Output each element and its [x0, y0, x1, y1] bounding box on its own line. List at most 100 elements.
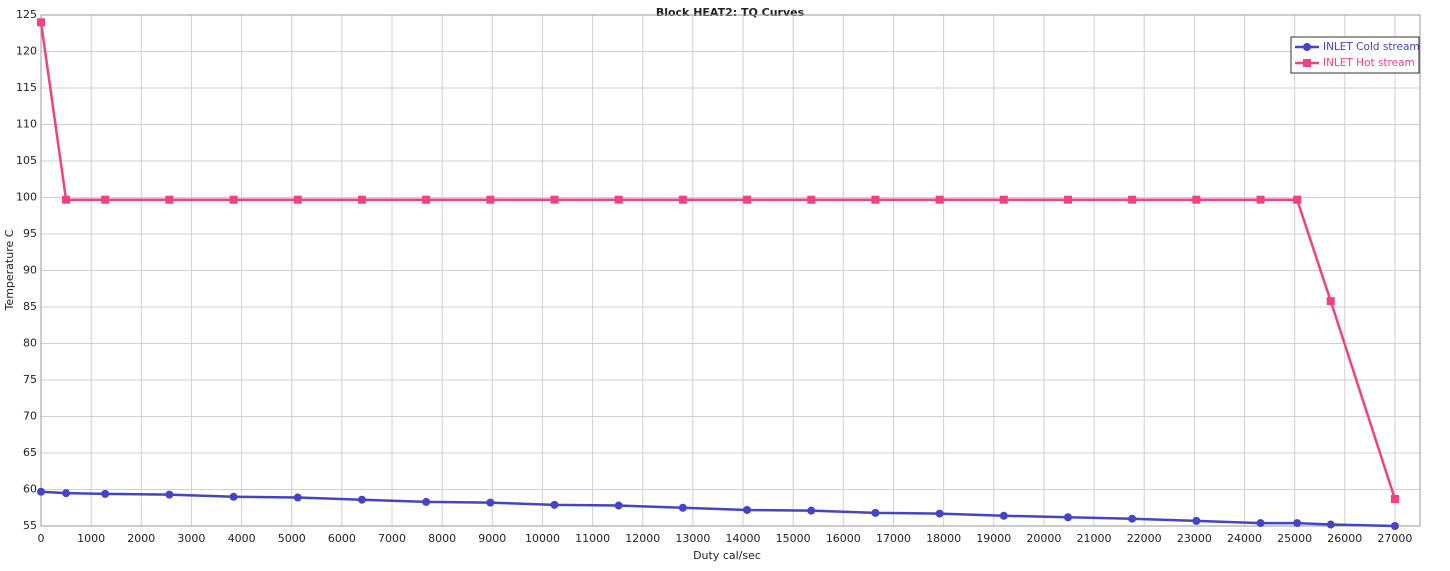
point [486, 498, 495, 507]
point [678, 195, 687, 204]
point [614, 195, 623, 204]
point [999, 195, 1008, 204]
y-tick-label: 90 [23, 264, 37, 277]
point [1293, 519, 1302, 528]
y-tick-label: 115 [16, 81, 37, 94]
point [1326, 520, 1335, 529]
point [550, 195, 559, 204]
chart-title: Block HEAT2: TQ Curves [656, 6, 805, 19]
x-tick-label: 5000 [278, 532, 306, 545]
legend-label: INLET Hot stream [1323, 57, 1415, 69]
x-tick-label: 7000 [378, 532, 406, 545]
point [999, 511, 1008, 520]
x-tick-label: 2000 [127, 532, 155, 545]
y-tick-label: 70 [23, 410, 37, 423]
point [422, 497, 431, 506]
point [1192, 195, 1201, 204]
legend-box [1290, 36, 1420, 74]
x-tick-label: 10000 [525, 532, 560, 545]
y-axis-label: Temperature C [3, 229, 16, 311]
y-tick-label: 120 [16, 45, 37, 58]
point [935, 195, 944, 204]
point [1063, 513, 1072, 522]
point [486, 195, 495, 204]
point [550, 500, 559, 509]
y-tick-label: 60 [23, 483, 37, 496]
series-line [39, 22, 1397, 500]
point [165, 195, 174, 204]
legend-marker [1303, 43, 1311, 51]
point [1293, 195, 1302, 204]
x-tick-label: 16000 [826, 532, 861, 545]
point [62, 195, 71, 204]
point [678, 503, 687, 512]
x-tick-label: 17000 [876, 532, 911, 545]
x-tick-label: 26000 [1327, 532, 1362, 545]
y-tick-label: 95 [23, 227, 37, 240]
point [871, 195, 880, 204]
y-tick-label: 85 [23, 300, 37, 313]
x-tick-label: 3000 [177, 532, 205, 545]
x-tick-label: 12000 [625, 532, 660, 545]
x-tick-label: 19000 [976, 532, 1011, 545]
point [935, 509, 944, 518]
y-tick-label: 105 [16, 154, 37, 167]
x-tick-label: 1000 [77, 532, 105, 545]
point [229, 492, 238, 501]
point [1063, 195, 1072, 204]
point [1326, 297, 1335, 306]
point [614, 501, 623, 510]
point [743, 195, 752, 204]
x-tick-label: 11000 [575, 532, 610, 545]
point [743, 505, 752, 514]
point [101, 195, 110, 204]
point [1256, 195, 1265, 204]
x-tick-label: 24000 [1227, 532, 1262, 545]
point [1128, 195, 1137, 204]
x-tick-label: 18000 [926, 532, 961, 545]
point [1390, 494, 1399, 503]
x-tick-label: 15000 [776, 532, 811, 545]
point [165, 490, 174, 499]
y-tick-label: 80 [23, 337, 37, 350]
point [62, 489, 71, 498]
point [37, 487, 45, 496]
point [229, 195, 238, 204]
legend: INLET Cold stream INLET Hot stream [1290, 36, 1420, 74]
point [357, 195, 366, 204]
x-tick-label: 13000 [675, 532, 710, 545]
point [293, 493, 302, 502]
y-tick-label: 65 [23, 446, 37, 459]
x-tick-label: 22000 [1127, 532, 1162, 545]
y-tick-label: 100 [16, 191, 37, 204]
x-tick-label: 23000 [1177, 532, 1212, 545]
y-tick-label: 55 [23, 519, 37, 532]
point [1390, 522, 1399, 530]
x-tick-label: 0 [38, 532, 45, 545]
x-axis-label: Duty cal/sec [693, 549, 761, 562]
point [1192, 516, 1201, 525]
legend-marker [1303, 59, 1311, 67]
plot-frame [40, 14, 1421, 527]
point [293, 195, 302, 204]
x-tick-label: 21000 [1077, 532, 1112, 545]
y-tick-label: 110 [16, 118, 37, 131]
x-tick-label: 27000 [1377, 532, 1412, 545]
point [1128, 514, 1137, 523]
y-tick-label: 75 [23, 373, 37, 386]
point [357, 495, 366, 504]
series-line [40, 490, 1395, 528]
point [101, 489, 110, 498]
point [807, 195, 816, 204]
point [871, 508, 880, 517]
x-tick-label: 9000 [478, 532, 506, 545]
point [422, 195, 431, 204]
legend-label: INLET Cold stream [1323, 41, 1420, 53]
x-tick-label: 25000 [1277, 532, 1312, 545]
x-tick-label: 14000 [726, 532, 761, 545]
x-tick-label: 20000 [1026, 532, 1061, 545]
point [1256, 519, 1265, 528]
x-tick-label: 4000 [228, 532, 256, 545]
x-tick-label: 6000 [328, 532, 356, 545]
